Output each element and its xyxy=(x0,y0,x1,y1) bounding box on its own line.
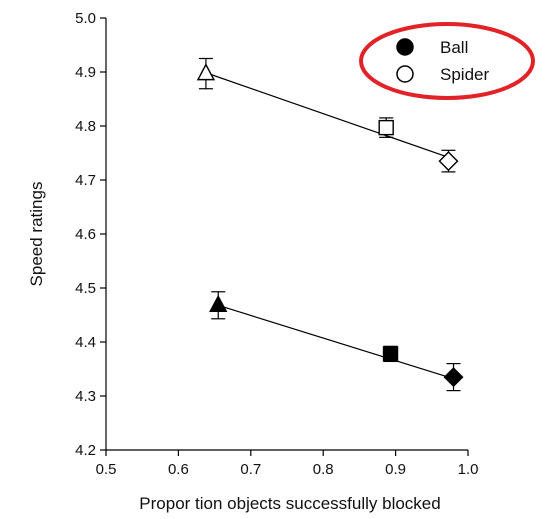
fit-line-spider xyxy=(203,71,449,158)
y-tick-label-3: 4.5 xyxy=(75,280,96,297)
legend-highlight-circle xyxy=(359,22,535,100)
x-tick-label-0: 0.5 xyxy=(96,461,117,478)
y-tick-label-1: 4.3 xyxy=(75,388,96,405)
y-tick-label-2: 4.4 xyxy=(75,334,96,351)
x-tick-label-5: 1.0 xyxy=(458,461,479,478)
fit-lines xyxy=(203,71,454,380)
y-tick-label-8: 5.0 xyxy=(75,10,96,27)
x-tick-label-3: 0.8 xyxy=(313,461,334,478)
point-ball-square xyxy=(382,346,399,362)
data-points xyxy=(196,63,464,388)
point-spider-square xyxy=(378,119,394,136)
legend-marker-spider xyxy=(396,65,414,83)
error-bars xyxy=(198,57,461,392)
y-tick-label-4: 4.6 xyxy=(75,226,96,243)
y-tick-label-6: 4.8 xyxy=(75,118,96,135)
legend: Ball Spider xyxy=(359,22,535,100)
point-ball-diamond xyxy=(443,367,464,388)
legend-label-spider: Spider xyxy=(440,65,489,84)
y-tick-label-0: 4.2 xyxy=(75,442,96,459)
x-tick-label-4: 0.9 xyxy=(385,461,406,478)
point-ball-triangle xyxy=(209,294,228,312)
legend-label-ball: Ball xyxy=(440,38,468,57)
point-spider-triangle xyxy=(196,63,216,81)
axes: 4.2 4.3 4.4 4.5 4.6 4.7 4.8 4.9 5.0 0.5 0.6 0.7 0.8 0… xyxy=(75,10,478,478)
fit-line-ball xyxy=(214,303,454,380)
x-tick-label-1: 0.6 xyxy=(168,461,189,478)
y-tick-label-5: 4.7 xyxy=(75,172,96,189)
x-tick-label-2: 0.7 xyxy=(240,461,261,478)
x-axis-title: Propor tion objects successfully blocked xyxy=(139,494,440,513)
y-tick-label-7: 4.9 xyxy=(75,64,96,81)
legend-marker-ball xyxy=(396,38,414,56)
point-spider-diamond xyxy=(438,151,459,172)
y-axis-title: Speed ratings xyxy=(27,182,46,287)
